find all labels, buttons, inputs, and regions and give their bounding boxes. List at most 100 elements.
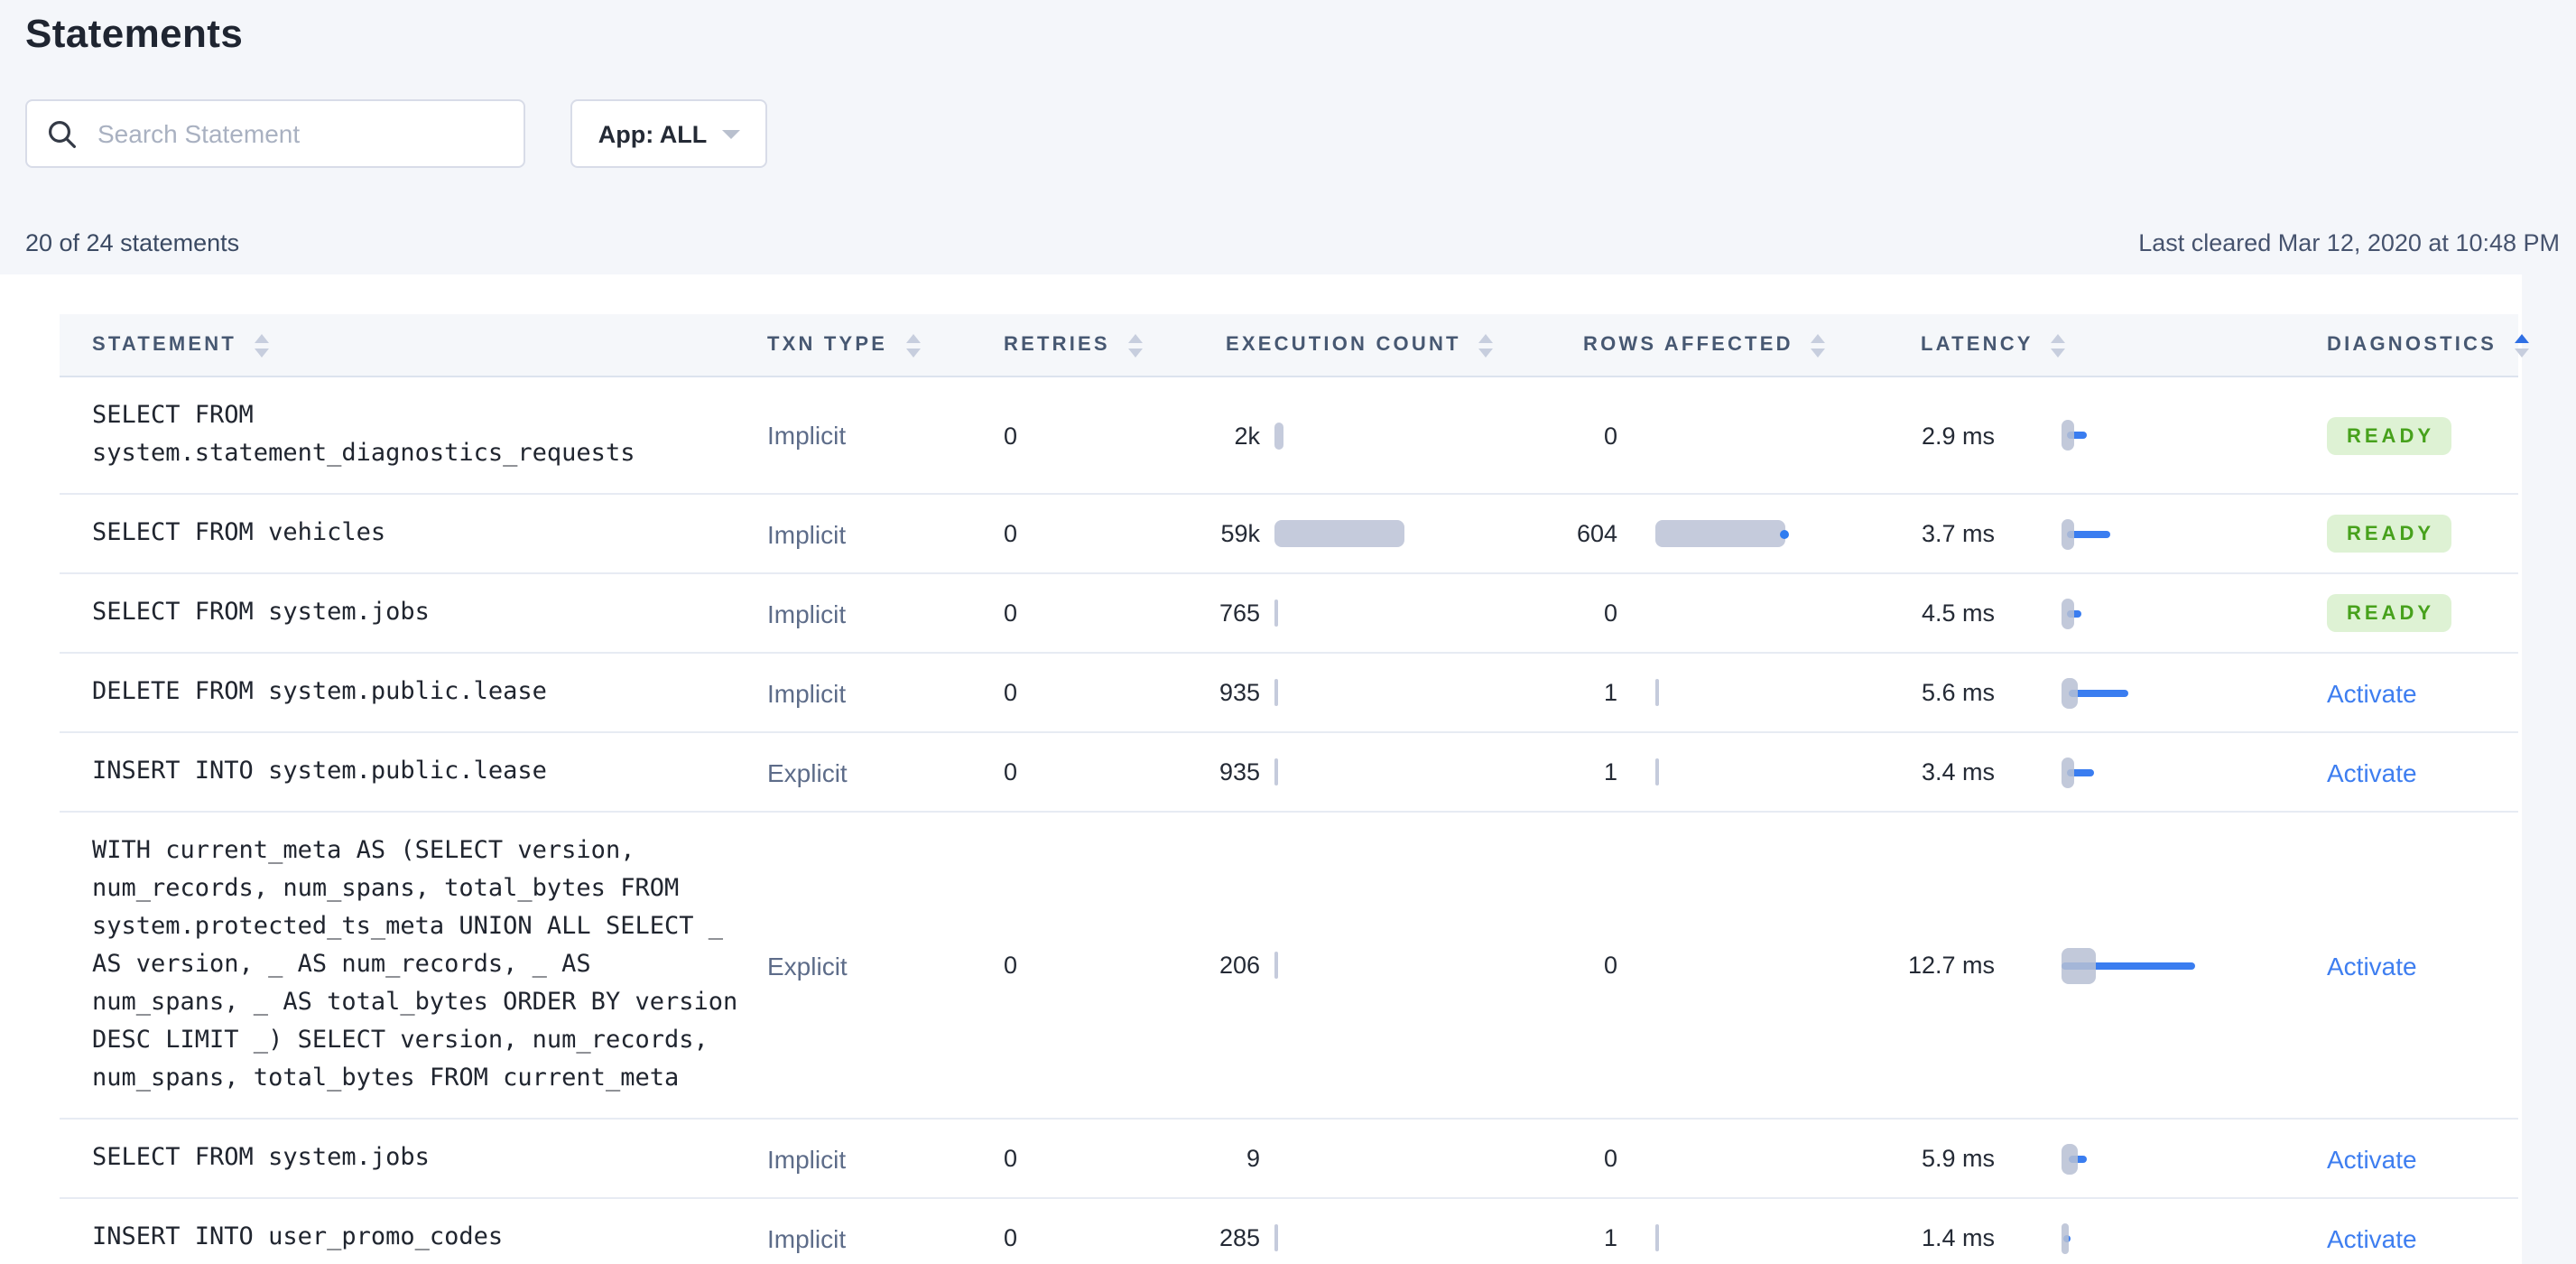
table-row: INSERT INTO user_promo_codes Implicit 0 … [60,1199,2518,1264]
latency-cell: 3.4 ms [1865,752,2266,792]
diagnostics-ready-badge: READY [2327,515,2451,553]
rows-affected-value: 1 [1603,1224,1617,1251]
retries-cell: 0 [1004,520,1018,547]
statement-link[interactable]: SELECT FROM system.statement_diagnostics… [92,401,635,468]
column-header-retries[interactable]: RETRIES [1002,333,1143,357]
rows-affected-cell: 0 [1473,415,1865,455]
latency-stddev-marker [2062,947,2096,983]
execution-count-bar [1274,758,1278,785]
statement-cell: SELECT FROM system.jobs [60,574,764,652]
latency-bar-chart [2062,514,2266,553]
execution-count-value: 935 [1219,679,1260,706]
statement-link[interactable]: SELECT FROM vehicles [92,518,386,547]
statement-link[interactable]: SELECT FROM system.jobs [92,1143,430,1172]
diagnostics-activate-link[interactable]: Activate [2327,757,2417,786]
table-row: SELECT FROM system.statement_diagnostics… [60,377,2518,495]
latency-bar-chart [2062,945,2266,985]
diagnostics-cell: READY [2266,515,2518,553]
column-header-label: EXECUTION COUNT [1226,334,1461,356]
statements-table-body: SELECT FROM system.statement_diagnostics… [60,377,2518,1264]
diagnostics-activate-link[interactable]: Activate [2327,951,2417,980]
statement-link[interactable]: INSERT INTO user_promo_codes [92,1222,504,1251]
statement-link[interactable]: WITH current_meta AS (SELECT version, nu… [92,836,738,1092]
latency-bar-chart [2062,1139,2266,1178]
column-header-label: STATEMENT [92,334,236,356]
sort-arrows-icon [1478,333,1494,357]
statements-table: STATEMENT TXN TYPE RETRIES EXECUTION COU… [60,314,2529,1264]
execution-count-bar [1274,422,1283,449]
diagnostics-activate-link[interactable]: Activate [2327,1223,2417,1252]
statement-cell: SELECT FROM system.statement_diagnostics… [60,377,764,493]
rows-affected-value: 1 [1603,758,1617,785]
execution-count-value: 765 [1219,599,1260,627]
rows-affected-cell: 0 [1473,593,1865,633]
rows-affected-cell: 1 [1473,752,1865,792]
last-cleared-text: Last cleared Mar 12, 2020 at 10:48 PM [2138,229,2560,256]
rows-affected-cell: 604 [1473,514,1865,553]
column-header-execution_count[interactable]: EXECUTION COUNT [1116,333,1494,357]
column-header-label: ROWS AFFECTED [1583,334,1793,356]
latency-cell: 12.7 ms [1865,945,2266,985]
diagnostics-activate-link[interactable]: Activate [2327,678,2417,707]
execution-count-cell: 285 [1116,1218,1473,1258]
retries-cell: 0 [1004,679,1018,706]
rows-affected-bar [1655,679,1658,706]
retries-cell: 0 [1004,1224,1018,1251]
rows-affected-value: 1 [1603,679,1617,706]
search-input[interactable] [94,117,524,150]
latency-stddev-marker [2062,420,2074,451]
execution-count-bar [1274,679,1278,706]
app-filter-label: App: ALL [598,120,708,147]
column-header-txn_type[interactable]: TXN TYPE [764,333,1002,357]
execution-count-value: 206 [1219,952,1260,979]
latency-cell: 3.7 ms [1865,514,2266,553]
execution-count-value: 9 [1246,1145,1260,1172]
diagnostics-cell: Activate [2266,1144,2518,1173]
txn-type-cell: Implicit [767,421,847,450]
execution-count-value: 2k [1234,422,1260,449]
statement-cell: INSERT INTO user_promo_codes [60,1199,764,1264]
latency-value: 5.9 ms [1921,1145,1995,1172]
latency-cell: 5.9 ms [1865,1139,2266,1178]
rows-affected-bar [1655,520,1789,547]
results-summary: 20 of 24 statements [25,229,240,256]
sort-arrows-icon [2051,333,2066,357]
statement-link[interactable]: DELETE FROM system.public.lease [92,677,547,706]
txn-type-cell: Implicit [767,678,847,707]
txn-type-cell: Explicit [767,951,848,980]
statement-cell: SELECT FROM system.jobs [60,1120,764,1197]
execution-count-bar [1274,520,1404,547]
search-box[interactable] [25,99,525,168]
latency-bar-chart [2062,673,2266,712]
sort-arrows-icon [1127,333,1143,357]
latency-stddev-marker [2062,1143,2078,1174]
retries-cell: 0 [1004,422,1018,449]
latency-value: 1.4 ms [1921,1224,1995,1251]
column-header-latency[interactable]: LATENCY [1865,333,2266,357]
diagnostics-cell: Activate [2266,1223,2518,1252]
rows-affected-value: 0 [1603,952,1617,979]
statement-link[interactable]: INSERT INTO system.public.lease [92,757,547,785]
latency-bar-chart [2062,593,2266,633]
statement-cell: WITH current_meta AS (SELECT version, nu… [60,813,764,1118]
app-filter-dropdown[interactable]: App: ALL [570,99,767,168]
rows-affected-mean-dot [1780,529,1789,538]
rows-affected-cell: 1 [1473,673,1865,712]
latency-bar-chart [2062,1218,2266,1258]
txn-type-cell: Explicit [767,757,848,786]
statement-cell: INSERT INTO system.public.lease [60,733,764,811]
diagnostics-cell: READY [2266,416,2518,454]
latency-mean-bar [2067,530,2110,537]
statement-link[interactable]: SELECT FROM system.jobs [92,598,430,627]
column-header-rows_affected[interactable]: ROWS AFFECTED [1473,333,1865,357]
column-header-statement[interactable]: STATEMENT [60,333,764,357]
retries-cell: 0 [1004,1145,1018,1172]
table-row: WITH current_meta AS (SELECT version, nu… [60,813,2518,1120]
latency-stddev-marker [2062,1222,2069,1253]
column-header-diagnostics[interactable]: DIAGNOSTICS [2266,333,2529,357]
diagnostics-ready-badge: READY [2327,416,2451,454]
execution-count-value: 935 [1219,758,1260,785]
diagnostics-activate-link[interactable]: Activate [2327,1144,2417,1173]
statement-cell: SELECT FROM vehicles [60,495,764,572]
execution-count-value: 59k [1220,520,1260,547]
